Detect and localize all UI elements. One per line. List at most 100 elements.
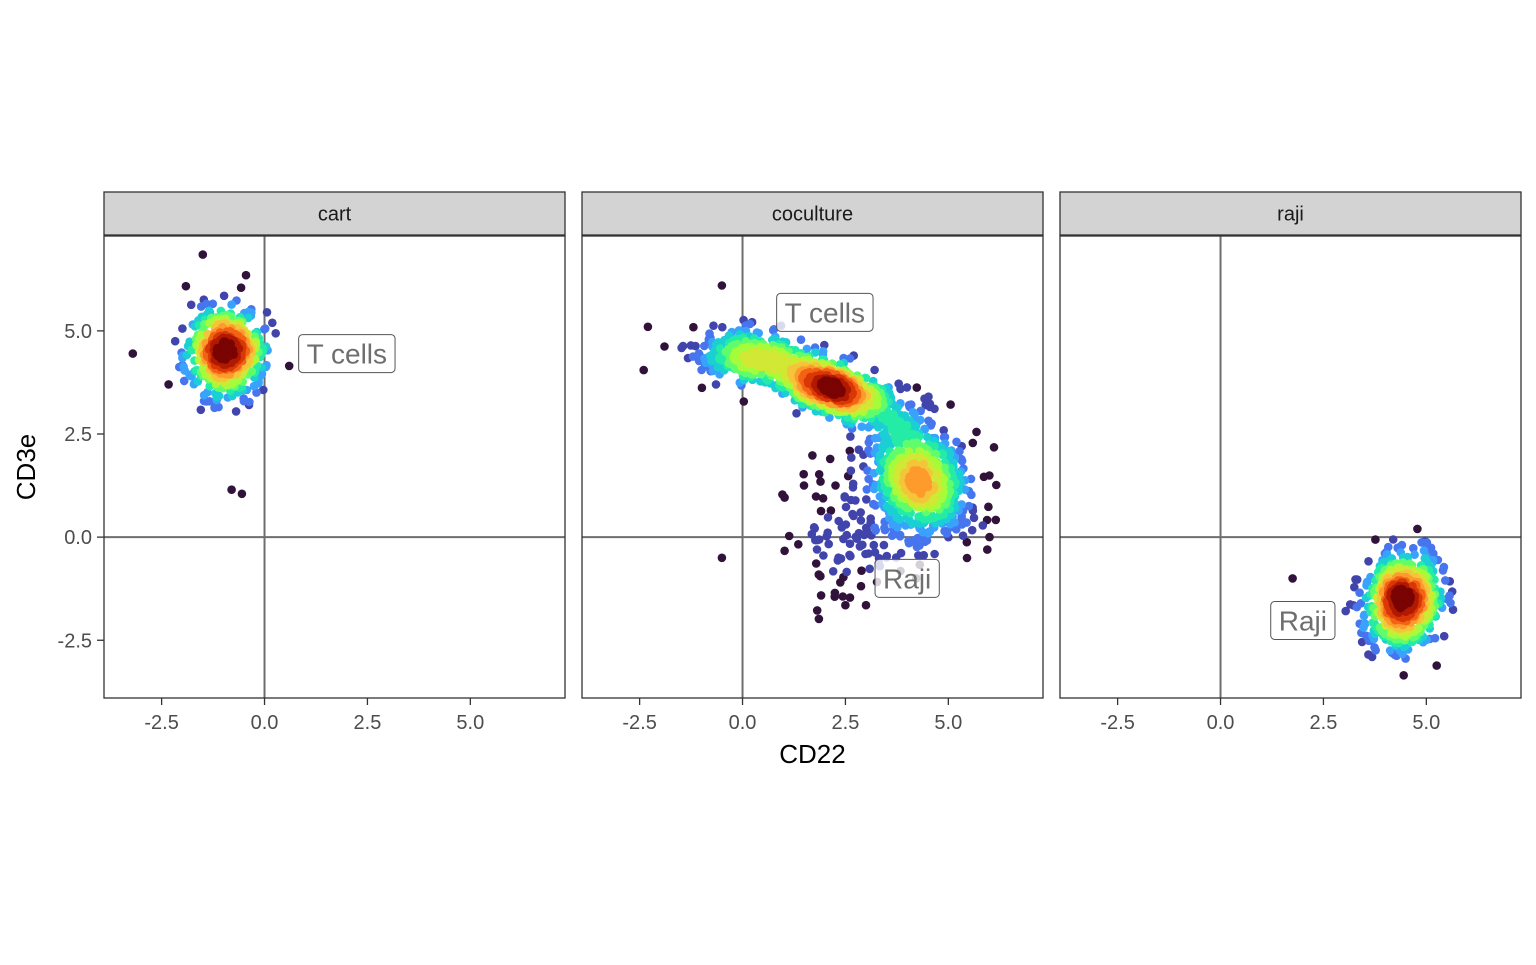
data-point — [851, 496, 860, 505]
data-point — [816, 506, 826, 516]
data-point — [952, 437, 961, 447]
data-point — [838, 592, 848, 601]
data-point — [818, 494, 828, 503]
data-point — [845, 593, 855, 602]
x-tick-label: -2.5 — [144, 712, 178, 734]
data-point — [880, 523, 889, 533]
data-point — [940, 526, 949, 536]
data-point — [845, 550, 854, 560]
data-point — [814, 614, 824, 624]
data-point — [236, 283, 246, 293]
data-point — [1441, 576, 1450, 585]
data-point — [691, 341, 700, 351]
data-point — [910, 409, 919, 419]
data-point — [882, 551, 892, 561]
data-point — [128, 349, 138, 358]
data-point — [1341, 606, 1350, 616]
data-point — [205, 397, 214, 406]
data-point — [914, 551, 923, 560]
data-point — [1439, 631, 1449, 641]
data-point — [811, 492, 821, 501]
data-point — [964, 501, 974, 511]
data-point — [955, 447, 964, 456]
data-point — [768, 326, 778, 335]
data-point — [845, 539, 855, 548]
x-tick-label: 0.0 — [251, 712, 279, 734]
data-point — [836, 554, 846, 563]
data-point — [1409, 543, 1418, 553]
data-point — [198, 250, 208, 259]
data-point — [808, 451, 817, 460]
data-point — [870, 365, 879, 375]
data-point — [284, 361, 294, 371]
data-point — [709, 321, 718, 331]
data-point — [231, 407, 241, 416]
data-point — [717, 553, 727, 563]
data-point — [1410, 550, 1419, 559]
data-point — [811, 348, 820, 357]
data-point — [989, 443, 999, 452]
data-point — [1364, 557, 1373, 566]
data-point — [780, 546, 789, 556]
data-point — [262, 308, 272, 317]
data-point — [969, 513, 979, 523]
data-point — [979, 472, 989, 482]
strip-label: cart — [318, 204, 352, 226]
data-point — [1355, 588, 1364, 597]
data-point — [1385, 646, 1395, 655]
data-point — [930, 549, 939, 559]
data-point — [962, 553, 972, 563]
data-point — [946, 400, 955, 409]
panel-border — [581, 235, 1044, 699]
data-point — [227, 485, 236, 495]
data-point — [962, 537, 972, 547]
data-point — [856, 516, 866, 525]
data-point — [923, 432, 932, 442]
data-point — [678, 341, 688, 351]
x-tick-label: 5.0 — [456, 712, 484, 734]
data-point — [812, 545, 822, 554]
data-point — [819, 551, 828, 560]
data-point — [846, 432, 855, 441]
points-group — [639, 281, 1001, 624]
x-tick-label: 5.0 — [934, 712, 962, 734]
data-point — [739, 397, 749, 406]
data-point — [689, 322, 698, 332]
data-point — [271, 329, 281, 338]
data-point — [227, 300, 236, 309]
data-point — [926, 421, 936, 430]
data-point — [862, 495, 871, 504]
data-point — [241, 270, 251, 280]
y-axis-title: CD3e — [11, 434, 41, 500]
points-group — [128, 250, 294, 499]
data-point — [858, 540, 867, 550]
data-point — [794, 540, 803, 549]
data-point — [896, 384, 905, 394]
y-tick-label: -2.5 — [58, 630, 92, 652]
data-point — [841, 502, 851, 512]
data-point — [260, 325, 269, 334]
data-point — [780, 493, 789, 502]
data-point — [784, 531, 794, 541]
x-tick-label: 5.0 — [1412, 712, 1440, 734]
data-point — [896, 548, 906, 558]
data-point — [856, 508, 865, 517]
data-point — [1432, 661, 1441, 670]
annotation-label: T cells — [785, 297, 865, 328]
data-point — [984, 502, 993, 512]
data-point — [857, 566, 866, 575]
data-point — [985, 532, 994, 542]
data-point — [181, 281, 191, 291]
data-point — [202, 299, 211, 309]
data-point — [186, 300, 196, 310]
data-point — [862, 485, 872, 494]
data-point — [185, 337, 194, 347]
annotation-label: Raji — [1279, 605, 1327, 636]
data-point — [834, 516, 843, 526]
data-point — [842, 530, 851, 540]
data-point — [1371, 535, 1380, 544]
points-group — [1288, 524, 1458, 680]
data-point — [259, 385, 268, 395]
